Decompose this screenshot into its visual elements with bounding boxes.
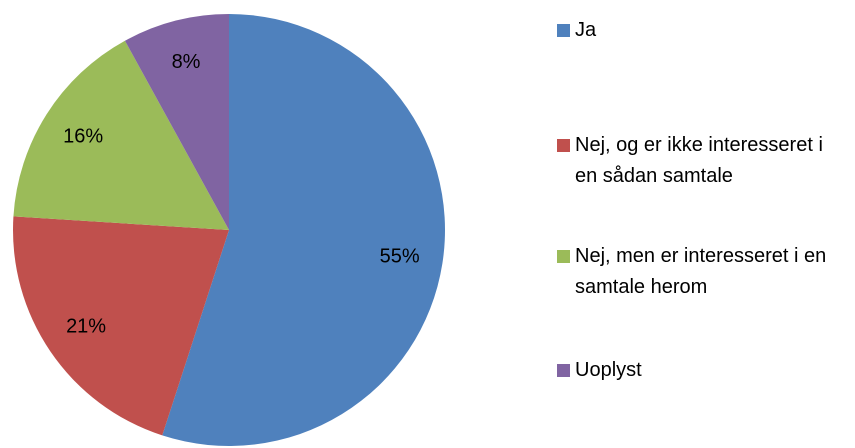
legend-label: Uoplyst (575, 359, 642, 381)
legend-item: Nej, og er ikke interesseret i en sådan … (557, 130, 847, 192)
legend-label: Nej, og er ikke interesseret i en sådan … (575, 134, 823, 187)
legend-swatch (557, 364, 570, 377)
pie-slice (124, 13, 229, 230)
legend-swatch (557, 139, 570, 152)
legend-item: Uoplyst (557, 355, 847, 386)
pie-slice (162, 14, 445, 447)
pie-slice (13, 40, 230, 230)
data-label: 16% (63, 126, 103, 148)
data-label: 55% (380, 245, 420, 267)
legend-item: Nej, men er interesseret i en samtale he… (557, 241, 847, 303)
legend-label: Nej, men er interesseret i en samtale he… (575, 245, 827, 298)
pie-slice (13, 216, 230, 436)
legend-swatch (557, 24, 570, 37)
data-label: 21% (66, 315, 106, 337)
legend-label: Ja (575, 19, 597, 41)
legend-swatch (557, 250, 570, 263)
data-label: 8% (172, 51, 201, 73)
legend-item: Ja (557, 15, 847, 46)
